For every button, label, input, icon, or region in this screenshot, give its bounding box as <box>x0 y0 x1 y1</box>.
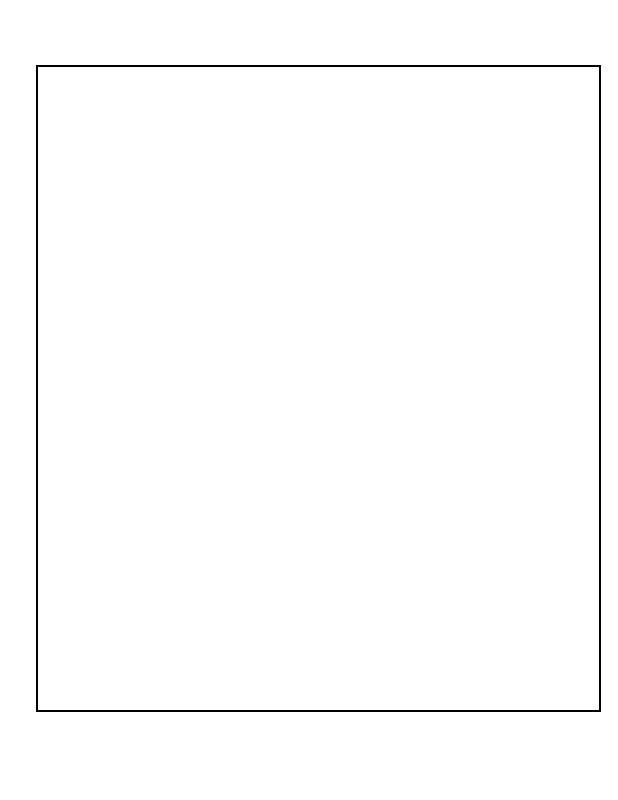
cape-shaded-field <box>38 67 599 710</box>
colorbar-bands <box>0 744 618 800</box>
coastline-and-borders <box>38 67 599 710</box>
colorbar <box>0 744 618 800</box>
map-canvas <box>38 67 599 710</box>
map-plot-area <box>36 65 601 712</box>
